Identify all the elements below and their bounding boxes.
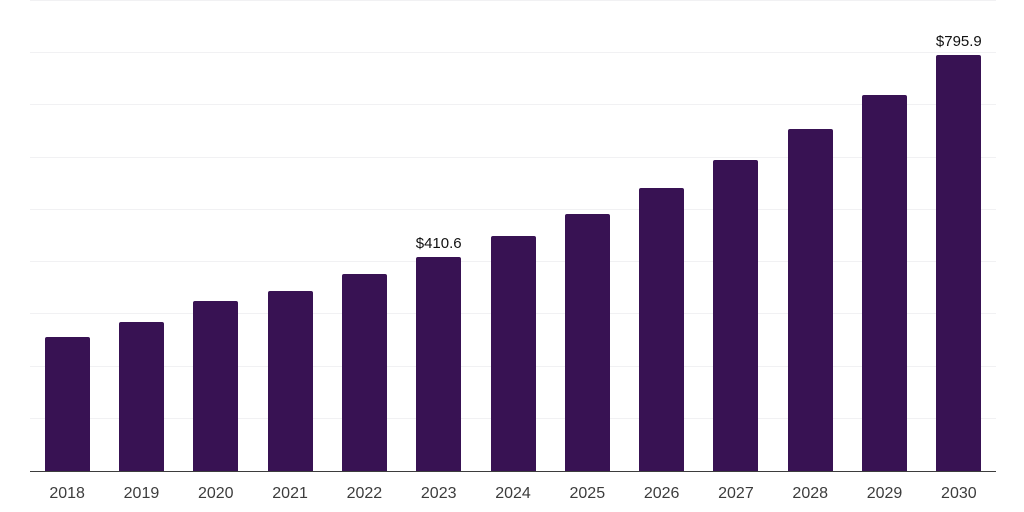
x-tick-label-2019: 2019 <box>123 485 160 502</box>
gridline <box>30 52 996 54</box>
x-tick-label-2021: 2021 <box>272 485 308 502</box>
x-tick-label-2024: 2024 <box>495 485 531 502</box>
bar-2023 <box>416 256 462 471</box>
data-label-2023: $410.6 <box>415 234 462 252</box>
bar-2026 <box>639 187 685 471</box>
x-tick-label-2025: 2025 <box>569 485 606 502</box>
bar-2021 <box>267 291 313 471</box>
gridline <box>30 104 996 106</box>
bar-2022 <box>341 274 387 471</box>
data-label-2030: $795.9 <box>935 33 982 51</box>
gridline <box>30 0 996 1</box>
x-tick-label-2028: 2028 <box>792 485 829 502</box>
x-tick-label-2020: 2020 <box>197 485 234 502</box>
x-axis-line <box>30 470 996 472</box>
bar-2024 <box>490 236 536 471</box>
bar-2029 <box>862 94 908 471</box>
x-tick-label-2030: 2030 <box>941 485 977 502</box>
bar-2020 <box>193 300 239 471</box>
bar-2027 <box>713 159 759 471</box>
gridline <box>30 156 996 158</box>
x-tick-label-2018: 2018 <box>49 485 85 502</box>
x-tick-label-2026: 2026 <box>643 485 680 502</box>
gridline <box>30 208 996 210</box>
bar-2025 <box>564 214 610 471</box>
plot-area: $410.6 $795.9 2018 2019 2020 2021 2022 2023 202… <box>30 0 996 502</box>
x-tick-label-2027: 2027 <box>718 485 754 502</box>
x-tick-label-2023: 2023 <box>420 485 457 502</box>
x-tick-label-2029: 2029 <box>866 485 903 502</box>
bar-2018 <box>44 337 90 471</box>
bar-2028 <box>787 128 833 471</box>
bar-2030 <box>936 55 982 471</box>
x-tick-label-2022: 2022 <box>346 485 383 502</box>
bar-2019 <box>118 321 164 471</box>
